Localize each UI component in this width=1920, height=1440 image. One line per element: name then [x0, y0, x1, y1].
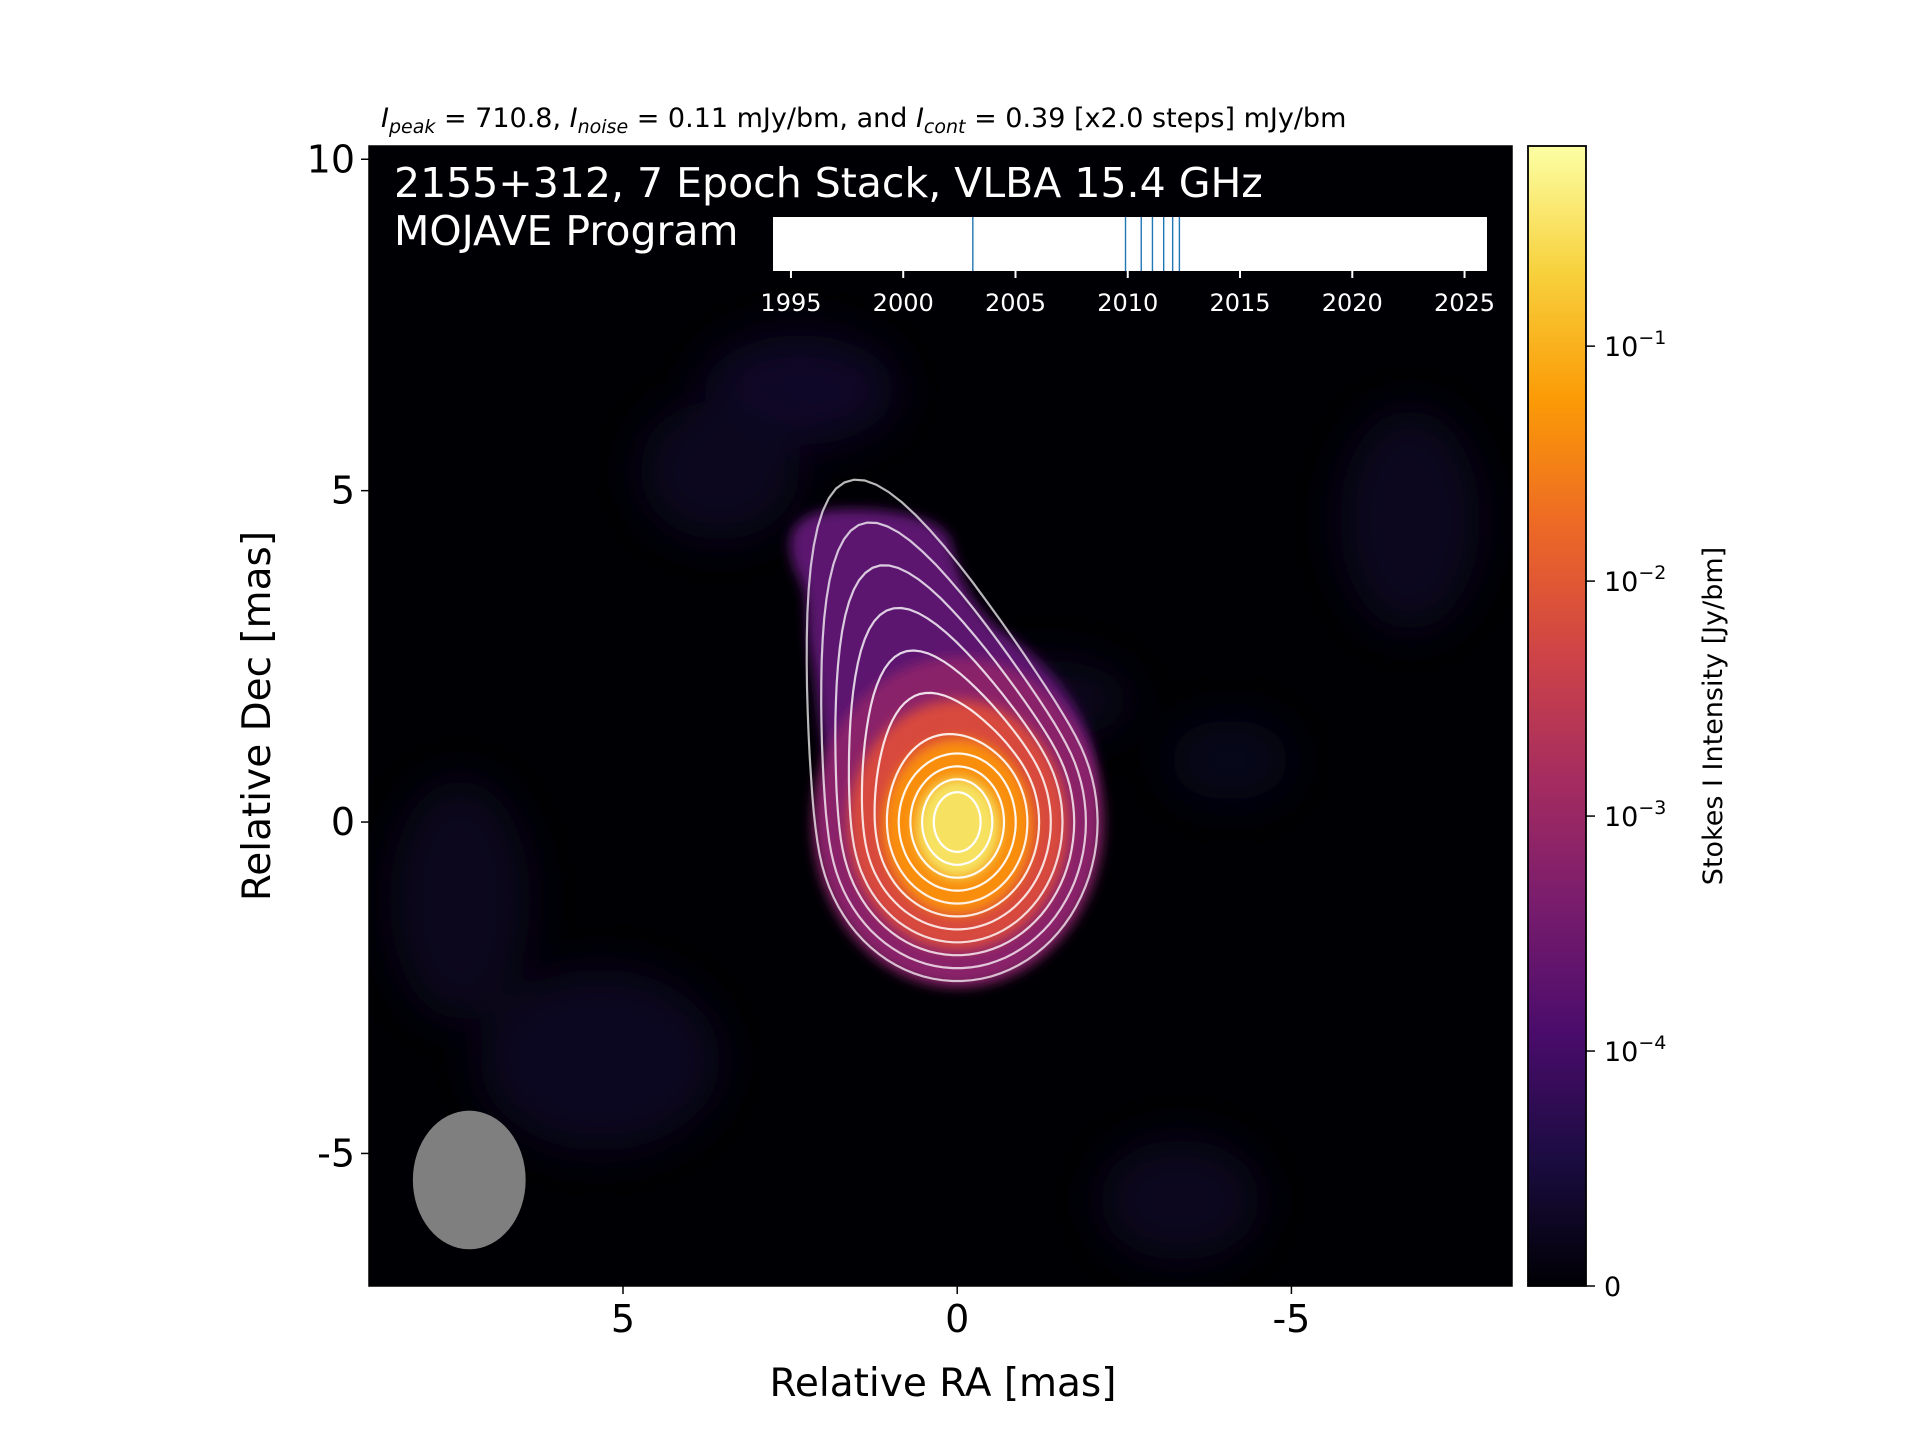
y-tick-label: 10: [307, 137, 355, 181]
contour-level: [885, 733, 1029, 905]
y-tick-label: -5: [317, 1131, 355, 1175]
image-frame: [368, 145, 1513, 1287]
colorbar-tick-label: 10−4: [1604, 1032, 1666, 1068]
colorbar-tick-label: 10−3: [1604, 797, 1666, 833]
colorbar-ticks: 0 10−4 10−3 10−2 10−1: [1586, 327, 1666, 1303]
timeline-tick-label: 2015: [1209, 289, 1270, 317]
timeline-box: [773, 217, 1487, 271]
timeline-ticks: 1995 2000 2005 2010 2015 2020 2025: [760, 271, 1495, 317]
x-tick-label: -5: [1272, 1297, 1310, 1341]
colorbar-label: Stokes I Intensity [Jy/bm]: [1698, 547, 1729, 885]
x-tick-label: 5: [611, 1297, 635, 1341]
contour-level: [920, 778, 994, 866]
y-tick-label: 0: [331, 800, 355, 844]
timeline-tick-label: 2020: [1322, 289, 1383, 317]
x-tick-label: 0: [945, 1297, 969, 1341]
y-tick-label: 5: [331, 469, 355, 513]
contour-level: [897, 752, 1017, 892]
colorbar-tick-label: 10−2: [1604, 562, 1666, 598]
epoch-lines: [972, 217, 1181, 271]
colorbar-tick-label: 0: [1604, 1272, 1621, 1303]
colorbar-gradient: [1527, 145, 1587, 1287]
timeline-tick-label: 1995: [760, 289, 821, 317]
image-panel: [369, 146, 1512, 1286]
timeline-tick-label: 2025: [1434, 289, 1495, 317]
timeline-tick-label: 2000: [873, 289, 934, 317]
colorbar: 0 10−4 10−3 10−2 10−1 Stokes I Intensity [Jy…: [1527, 145, 1729, 1303]
epoch-timeline: 1995 2000 2005 2010 2015 2020 2025: [760, 217, 1495, 317]
timeline-tick-label: 2005: [985, 289, 1046, 317]
contour-level: [873, 691, 1041, 918]
faint-emission: [390, 335, 1480, 1260]
core-emission-peak: [916, 778, 1000, 878]
contour-level: [820, 521, 1088, 970]
source-annotation-line1: 2155+312, 7 Epoch Stack, VLBA 15.4 GHz: [394, 159, 1263, 207]
contour-level: [909, 765, 1006, 879]
contour-level: [932, 791, 982, 853]
beam-ellipse: [412, 1110, 526, 1250]
colorbar-tick-label: 10−1: [1604, 327, 1666, 363]
source-annotation-line2: MOJAVE Program: [394, 207, 738, 255]
x-axis-label: Relative RA [mas]: [770, 1361, 1117, 1406]
y-axis-ticks: 10 5 0 -5: [307, 137, 369, 1175]
y-axis-label: Relative Dec [mas]: [235, 531, 280, 901]
contour-level: [805, 478, 1099, 983]
contour-level: [834, 564, 1076, 957]
contour-level: [847, 606, 1064, 944]
timeline-tick-label: 2010: [1097, 289, 1158, 317]
contours: [805, 478, 1099, 983]
contour-level: [860, 649, 1052, 931]
plot-title: Ipeak = 710.8, Inoise = 0.11 mJy/bm, and…: [381, 103, 1346, 138]
x-axis-ticks: 5 0 -5: [611, 1286, 1310, 1341]
